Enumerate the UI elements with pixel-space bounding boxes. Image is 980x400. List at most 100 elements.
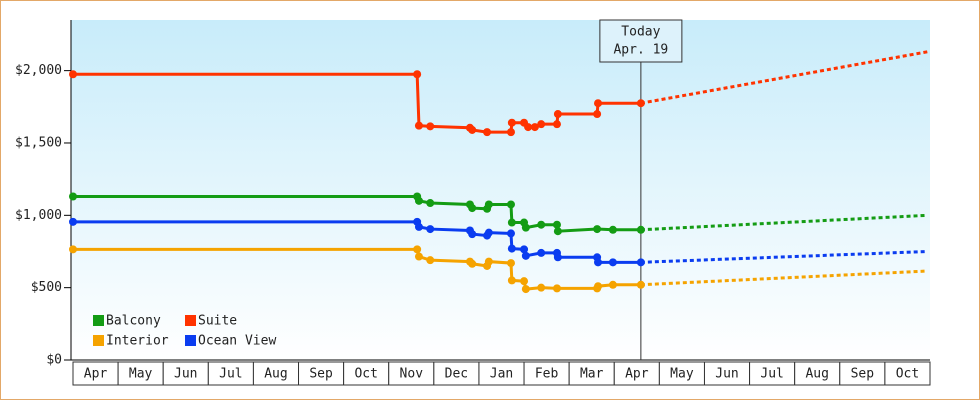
price-point [414, 222, 423, 231]
price-point [69, 70, 77, 79]
price-point [506, 229, 515, 238]
price-point [520, 277, 529, 286]
price-point [507, 244, 516, 253]
price-point [537, 283, 546, 292]
price-point [484, 257, 493, 266]
x-tick-label: May [129, 367, 153, 382]
price-point [69, 245, 77, 254]
legend-label: Balcony [106, 314, 161, 329]
legend-swatch [93, 315, 104, 326]
price-point [537, 248, 546, 257]
price-point [520, 245, 529, 254]
forecast-line [640, 249, 928, 264]
y-tick-label: $1,000 [15, 208, 62, 223]
x-tick-label: May [670, 367, 694, 382]
today-label: Apr. 19 [613, 43, 668, 58]
legend-label: Interior [106, 334, 169, 349]
price-point [69, 217, 77, 226]
price-point [636, 99, 645, 108]
price-point [69, 192, 77, 201]
price-point [483, 128, 492, 137]
x-tick-label: Jun [715, 367, 738, 382]
price-point [507, 218, 516, 227]
today-label: Today [621, 25, 660, 40]
price-point [524, 123, 533, 132]
price-point [468, 259, 477, 268]
price-point [594, 99, 603, 108]
price-point [636, 225, 645, 234]
today-box [599, 19, 683, 63]
x-tick-label: Feb [535, 367, 559, 382]
price-point [468, 230, 477, 239]
x-tick-label: Dec [445, 367, 468, 382]
legend-label: Ocean View [198, 334, 276, 349]
price-point [530, 123, 539, 132]
price-point [553, 110, 562, 119]
y-tick-label: $2,000 [15, 63, 62, 78]
price-point [414, 252, 423, 261]
price-point [521, 251, 530, 260]
price-point [468, 204, 477, 213]
forecast-line [640, 213, 928, 232]
price-point [537, 120, 546, 129]
price-point [636, 258, 645, 267]
x-tick-label: Oct [896, 367, 919, 382]
x-tick-label: Jul [760, 367, 783, 382]
x-tick-label: Jun [174, 367, 197, 382]
y-tick-label: $0 [46, 353, 62, 368]
price-point [414, 196, 423, 205]
price-point [468, 125, 477, 134]
price-point [552, 284, 561, 293]
x-tick-label: Mar [580, 367, 604, 382]
price-point [553, 253, 562, 262]
price-point [594, 282, 603, 291]
price-point [593, 110, 602, 119]
price-point [506, 259, 515, 268]
x-tick-label: Nov [400, 367, 424, 382]
x-tick-label: Sep [851, 367, 875, 382]
price-point [521, 285, 530, 294]
legend-swatch [185, 315, 196, 326]
price-point [506, 200, 515, 209]
x-tick-label: Jul [219, 367, 242, 382]
month-cell [884, 361, 931, 386]
price-point [426, 122, 435, 131]
x-tick-label: Apr [625, 367, 649, 382]
price-point [413, 245, 422, 254]
price-point [484, 200, 493, 209]
price-point [521, 223, 530, 232]
plot-area [71, 20, 930, 360]
price-point [413, 70, 422, 79]
x-tick-label: Aug [805, 367, 828, 382]
x-tick-label: Aug [264, 367, 287, 382]
price-point [414, 121, 423, 130]
x-tick-label: Jan [490, 367, 513, 382]
forecast-line [640, 269, 928, 287]
legend-label: Suite [198, 314, 237, 329]
price-point [506, 128, 515, 137]
price-point [507, 118, 516, 127]
price-point [426, 225, 435, 234]
x-tick-label: Apr [84, 367, 108, 382]
price-point [553, 227, 562, 236]
y-tick-label: $1,500 [15, 135, 62, 150]
x-tick-label: Oct [354, 367, 377, 382]
price-point [537, 220, 546, 229]
y-tick-label: $500 [31, 280, 62, 295]
price-point [426, 256, 435, 265]
legend-swatch [185, 335, 196, 346]
price-point [636, 280, 645, 289]
price-point [484, 228, 493, 237]
price-point [608, 225, 617, 234]
price-point [552, 220, 561, 229]
price-point [552, 120, 561, 129]
price-point [608, 280, 617, 289]
price-point [426, 199, 435, 208]
price-point [593, 225, 602, 234]
price-point [608, 258, 617, 267]
price-point [594, 258, 603, 267]
legend-swatch [93, 335, 104, 346]
price-point [507, 276, 516, 285]
